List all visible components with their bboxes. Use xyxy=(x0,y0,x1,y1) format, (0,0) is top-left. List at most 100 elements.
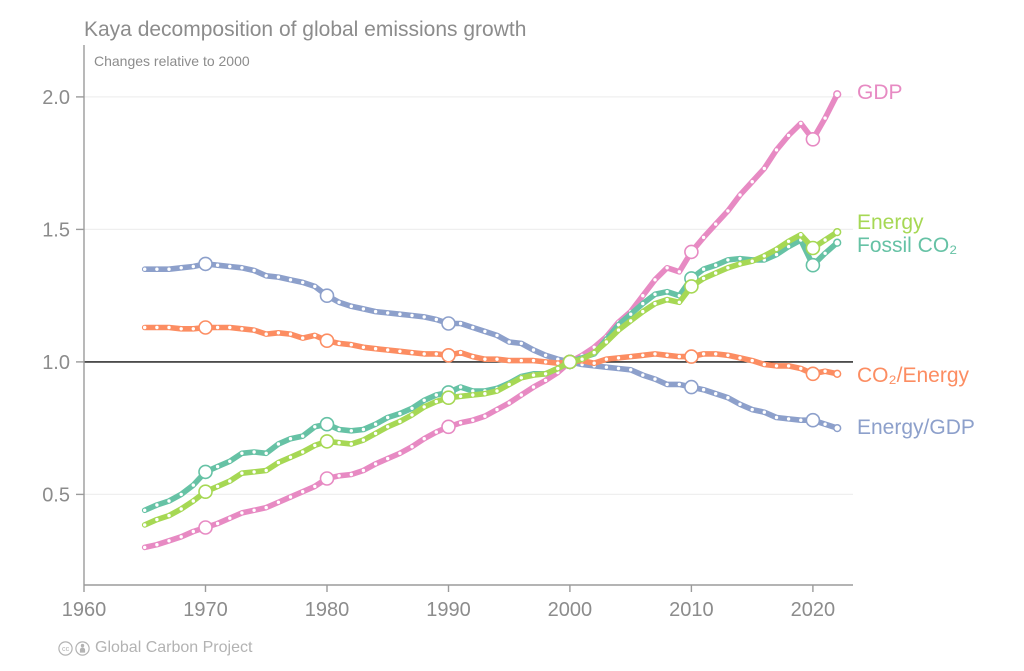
year-dot xyxy=(410,313,414,318)
year-dot xyxy=(774,148,779,152)
decade-marker-fossil-co-1980 xyxy=(319,416,335,432)
decade-marker-energy-2020 xyxy=(805,240,821,256)
year-dot xyxy=(556,366,560,371)
year-dot xyxy=(701,352,706,356)
series-energy xyxy=(141,227,842,528)
year-dot xyxy=(276,331,281,335)
year-dot xyxy=(580,362,584,367)
year-dot xyxy=(519,341,523,346)
year-dot xyxy=(167,325,171,330)
series-gdp xyxy=(141,90,842,551)
year-dot xyxy=(179,327,183,331)
year-dot xyxy=(313,284,317,289)
year-dot xyxy=(774,247,779,251)
year-dot xyxy=(641,301,645,306)
year-dot xyxy=(228,459,232,463)
year-dot xyxy=(167,499,171,503)
year-dot xyxy=(483,329,487,334)
year-dot xyxy=(386,311,390,315)
decade-marker-energy-2000 xyxy=(562,354,578,370)
year-dot xyxy=(701,388,706,392)
year-dot xyxy=(701,235,706,240)
decade-marker-co-energy-2010 xyxy=(684,349,699,364)
x-tick-label-2010: 2010 xyxy=(669,599,714,621)
legend-label-energy: Energy xyxy=(857,211,924,234)
legend-label-gdp: GDP xyxy=(857,81,903,104)
year-dot xyxy=(458,394,463,398)
year-dot xyxy=(774,415,779,420)
year-dot xyxy=(143,267,147,271)
year-dot xyxy=(191,483,195,487)
year-dot xyxy=(155,517,159,522)
x-tick-label-2000: 2000 xyxy=(548,599,593,621)
year-dot xyxy=(179,535,183,539)
decade-marker-fossil-co-2020 xyxy=(805,257,821,273)
year-dot xyxy=(531,358,536,363)
decade-marker-energy-1980 xyxy=(319,434,335,449)
year-dot xyxy=(786,239,791,243)
year-dot xyxy=(458,350,463,355)
year-dot xyxy=(167,513,171,518)
year-dot xyxy=(191,529,195,534)
decade-marker-energy-gdp-1970 xyxy=(198,256,213,272)
year-dot xyxy=(714,222,718,226)
end-marker-co-energy xyxy=(833,369,842,378)
year-dot xyxy=(616,356,621,360)
decade-marker-gdp-2020 xyxy=(805,132,821,147)
series-path-energy xyxy=(141,229,840,528)
year-dot xyxy=(252,450,256,454)
year-dot xyxy=(301,434,305,438)
year-dot xyxy=(240,511,244,515)
year-dot xyxy=(313,443,317,448)
year-dot xyxy=(301,490,305,494)
series-path-energy-gdp xyxy=(141,261,840,431)
year-dot xyxy=(179,266,183,270)
year-dot xyxy=(301,450,305,454)
legend-label-co2-per-energy: CO₂/Energy xyxy=(857,364,970,387)
year-dot xyxy=(507,358,511,363)
year-dot xyxy=(616,328,621,332)
year-dot xyxy=(616,323,621,327)
decade-marker-energy-2010 xyxy=(684,279,699,294)
year-dot xyxy=(750,180,754,184)
decade-marker-gdp-1980 xyxy=(319,471,335,486)
year-dot xyxy=(179,492,183,497)
year-dot xyxy=(665,353,669,357)
legend-label-fossil-co2: Fossil CO₂ xyxy=(857,234,958,257)
year-dot xyxy=(215,484,220,489)
year-dot xyxy=(143,325,147,330)
year-dot xyxy=(750,259,754,263)
year-dot xyxy=(398,451,402,455)
legend-label-energy-per-gdp: Energy/GDP xyxy=(857,416,975,439)
year-dot xyxy=(677,354,681,359)
year-dot xyxy=(592,345,596,349)
year-dot xyxy=(276,500,281,504)
year-dot xyxy=(543,353,548,357)
year-dot xyxy=(641,309,645,314)
x-tick-label-1980: 1980 xyxy=(305,599,350,621)
decade-marker-gdp-2010 xyxy=(684,244,699,260)
year-dot xyxy=(458,321,463,326)
year-dot xyxy=(422,398,426,402)
year-dot xyxy=(629,312,633,316)
year-dot xyxy=(434,399,438,404)
year-dot xyxy=(507,340,511,344)
year-dot xyxy=(726,353,730,357)
year-dot xyxy=(799,366,803,371)
year-dot xyxy=(240,471,244,475)
year-dot xyxy=(252,470,256,474)
year-dot xyxy=(495,389,499,393)
year-dot xyxy=(471,354,475,359)
year-dot xyxy=(531,385,536,389)
year-dot xyxy=(714,352,718,356)
year-dot xyxy=(653,352,657,356)
decade-marker-energy-gdp-2010 xyxy=(684,379,699,395)
year-dot xyxy=(677,270,681,274)
year-dot xyxy=(629,319,633,323)
year-dot xyxy=(653,377,657,381)
year-dot xyxy=(252,508,256,512)
year-dot xyxy=(519,376,523,380)
year-dot xyxy=(301,280,305,285)
year-dot xyxy=(616,366,621,371)
